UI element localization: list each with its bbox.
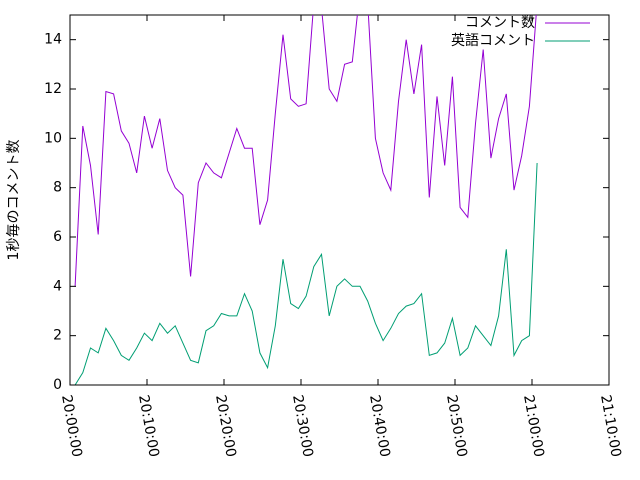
x-tick-label: 20:00:00 xyxy=(58,394,85,459)
x-tick-label: 21:00:00 xyxy=(520,394,547,459)
y-tick-label: 8 xyxy=(53,180,62,196)
series-line xyxy=(74,15,537,287)
plot-lines xyxy=(74,15,538,385)
y-tick-label: 10 xyxy=(44,130,62,146)
y-tick-label: 2 xyxy=(53,328,62,344)
y-axis-label: 1秒毎のコメント数 xyxy=(6,140,22,261)
x-tick-label: 20:30:00 xyxy=(289,394,316,459)
x-tick-label: 20:20:00 xyxy=(212,394,239,459)
series-line xyxy=(74,162,538,385)
y-tick-label: 4 xyxy=(53,278,62,294)
legend-label: コメント数 xyxy=(465,15,535,31)
x-tick-label: 20:50:00 xyxy=(443,394,470,459)
x-tick-label: 20:40:00 xyxy=(366,394,393,459)
y-tick-label: 6 xyxy=(53,229,62,245)
x-tick-label: 20:10:00 xyxy=(135,394,162,459)
legend-label: 英語コメント xyxy=(451,32,535,49)
plot-frame xyxy=(69,14,610,386)
x-tick-label: 21:10:00 xyxy=(597,394,624,459)
y-tick-label: 12 xyxy=(44,81,62,97)
y-tick-label: 14 xyxy=(44,32,62,48)
y-tick-label: 0 xyxy=(53,377,62,393)
